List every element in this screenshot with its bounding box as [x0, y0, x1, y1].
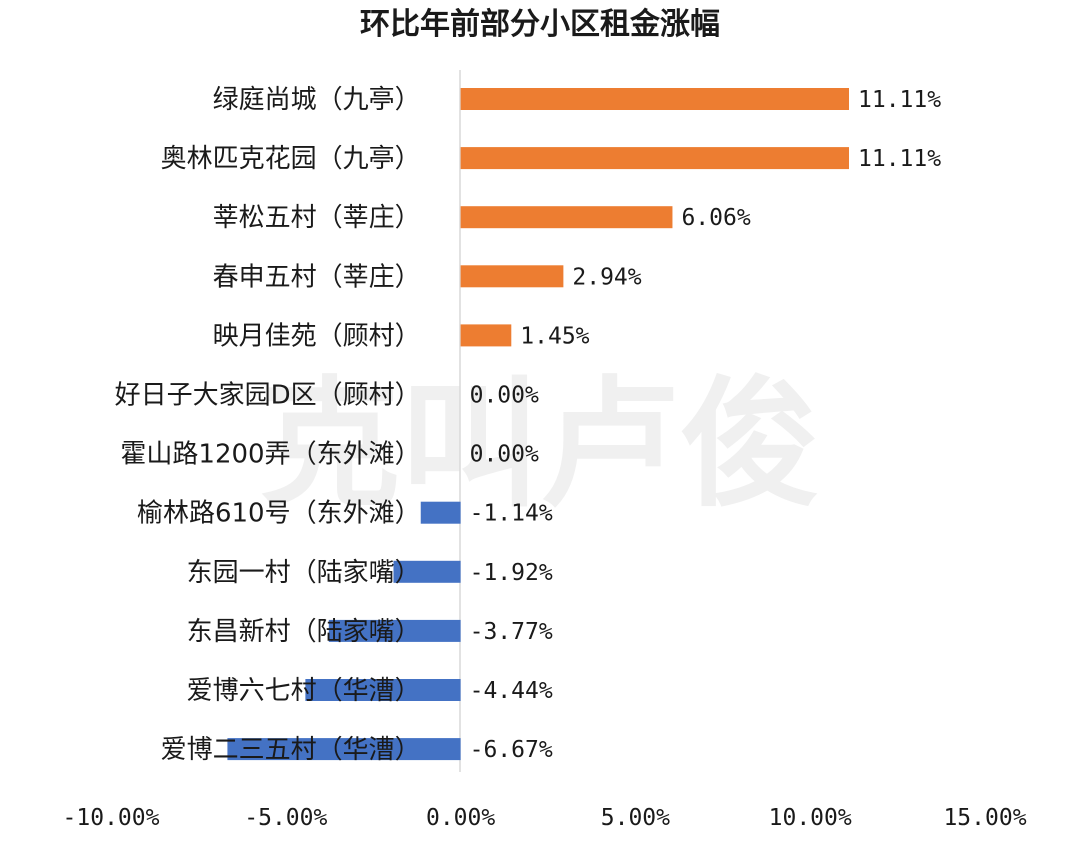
data-label-7: -1.14% [470, 501, 553, 527]
x-tick-label-1: -5.00% [244, 805, 327, 831]
chart-title: 环比年前部分小区租金涨幅 [360, 7, 720, 42]
data-label-4: 1.45% [520, 323, 589, 349]
category-label-11: 爱博二三五村（华漕） [161, 735, 421, 765]
bar-10 [305, 679, 461, 701]
data-labels: 11.11% 11.11% 6.06% 2.94% 1.45% 0.00% 0.00% -1.… [470, 87, 942, 763]
watermark: 克叫卢俊 [260, 364, 820, 527]
data-label-2: 6.06% [681, 205, 750, 231]
category-label-0: 绿庭尚城（九亭） [213, 85, 421, 115]
bars-group [227, 88, 850, 761]
category-label-9: 东昌新村（陆家嘴） [187, 617, 421, 647]
x-tick-label-4: 10.00% [769, 805, 852, 831]
data-label-0: 11.11% [858, 87, 941, 113]
data-label-9: -3.77% [470, 619, 553, 645]
category-label-6: 霍山路1200弄（东外滩） [120, 440, 420, 470]
bar-3 [460, 265, 564, 288]
category-label-10: 爱博六七村（华漕） [187, 676, 421, 706]
data-label-6: 0.00% [470, 442, 539, 468]
category-label-3: 春申五村（莘庄） [213, 262, 421, 292]
category-label-4: 映月佳苑（顾村） [213, 321, 421, 351]
bar-11 [227, 738, 461, 761]
bar-1 [460, 147, 850, 170]
category-label-7: 榆林路610号（东外滩） [137, 499, 421, 529]
data-label-8: -1.92% [470, 560, 553, 586]
x-tick-label-3: 5.00% [601, 805, 670, 831]
data-label-5: 0.00% [470, 383, 539, 409]
category-labels: 绿庭尚城（九亭） 奥林匹克花园（九亭） 莘松五村（莘庄） 春申五村（莘庄） 映月佳苑（顾… [115, 85, 421, 765]
bar-4 [460, 324, 512, 347]
bar-9 [328, 619, 461, 642]
bar-0 [460, 88, 850, 110]
data-label-3: 2.94% [572, 264, 641, 290]
x-axis-ticks: -10.00% -5.00% 0.00% 5.00% 10.00% 15.00% [63, 805, 1027, 831]
category-label-1: 奥林匹克花园（九亭） [161, 144, 421, 174]
data-label-1: 11.11% [858, 146, 941, 172]
category-label-8: 东园一村（陆家嘴） [187, 558, 421, 588]
category-label-5: 好日子大家园D区（顾村） [115, 381, 421, 411]
bar-7 [420, 501, 461, 524]
data-label-10: -4.44% [470, 678, 553, 704]
x-tick-label-5: 15.00% [943, 805, 1026, 831]
data-label-11: -6.67% [470, 737, 553, 763]
watermark-text: 克叫卢俊 [260, 364, 820, 527]
bar-8 [393, 560, 461, 583]
x-tick-label-2: 0.00% [426, 805, 495, 831]
category-label-2: 莘松五村（莘庄） [213, 203, 421, 233]
bar-2 [460, 206, 673, 229]
x-tick-label-0: -10.00% [63, 805, 160, 831]
